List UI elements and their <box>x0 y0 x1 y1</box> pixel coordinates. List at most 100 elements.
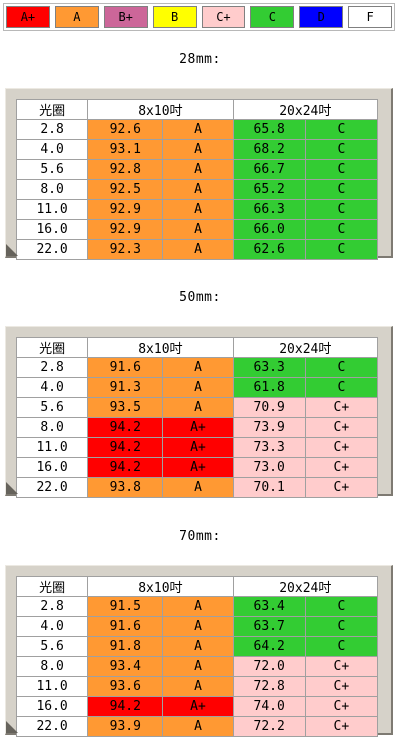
grade-large-cell: C+ <box>304 397 379 418</box>
header-print-small: 8x10吋 <box>87 99 234 120</box>
legend-c-plus: C+ <box>201 6 246 28</box>
aperture-cell: 5.6 <box>15 159 89 180</box>
score-small-cell: 93.8 <box>87 477 164 498</box>
score-large-cell: 73.9 <box>232 417 306 438</box>
grade-large-cell: C+ <box>304 656 379 677</box>
grade-large-cell: C <box>304 199 379 220</box>
section-title-50mm: 50mm: <box>179 290 221 305</box>
score-large-cell: 70.1 <box>232 477 306 498</box>
score-large-cell: 68.2 <box>232 139 306 160</box>
score-small-cell: 91.3 <box>87 377 164 398</box>
legend-b: B <box>152 6 197 28</box>
score-small-cell: 93.5 <box>87 397 164 418</box>
grade-small-cell: A <box>162 357 234 378</box>
score-large-cell: 66.3 <box>232 199 306 220</box>
score-large-cell: 65.8 <box>232 119 306 140</box>
table-row: 8.0 93.4 A 72.0 C+ <box>15 656 379 677</box>
score-large-cell: 63.3 <box>232 357 306 378</box>
aperture-cell: 2.8 <box>15 596 89 617</box>
table-row: 2.8 91.6 A 63.3 C <box>15 357 379 378</box>
results-panel-50mm: 光圈 8x10吋 20x24吋 2.8 91.6 A 63.3 C 4.0 91.3 A 61.8 C 5… <box>5 326 393 498</box>
aperture-cell: 22.0 <box>15 716 89 737</box>
legend-a-plus: A+ <box>6 6 50 28</box>
grade-large-cell: C+ <box>304 716 379 737</box>
aperture-cell: 8.0 <box>15 417 89 438</box>
table-row: 2.8 91.5 A 63.4 C <box>15 596 379 617</box>
score-large-cell: 63.7 <box>232 616 306 637</box>
score-small-cell: 94.2 <box>87 417 164 438</box>
grade-small-cell: A <box>162 616 234 637</box>
grade-table-70mm: 光圈 8x10吋 20x24吋 2.8 91.5 A 63.4 C 4.0 91.6 A 63.7 C 5… <box>15 576 379 737</box>
grade-small-cell: A <box>162 139 234 160</box>
header-print-large: 20x24吋 <box>232 576 379 597</box>
grade-small-cell: A <box>162 219 234 240</box>
aperture-cell: 4.0 <box>15 139 89 160</box>
score-small-cell: 91.8 <box>87 636 164 657</box>
score-small-cell: 94.2 <box>87 457 164 478</box>
header-aperture: 光圈 <box>15 99 89 120</box>
grade-large-cell: C <box>304 139 379 160</box>
aperture-cell: 16.0 <box>15 696 89 717</box>
score-small-cell: 94.2 <box>87 696 164 717</box>
grade-small-cell: A <box>162 119 234 140</box>
grade-large-cell: C+ <box>304 676 379 697</box>
table-header-row: 光圈 8x10吋 20x24吋 <box>15 99 379 120</box>
score-small-cell: 93.6 <box>87 676 164 697</box>
header-print-small: 8x10吋 <box>87 576 234 597</box>
aperture-cell: 16.0 <box>15 219 89 240</box>
grade-large-cell: C+ <box>304 696 379 717</box>
aperture-cell: 5.6 <box>15 397 89 418</box>
aperture-cell: 16.0 <box>15 457 89 478</box>
header-aperture: 光圈 <box>15 337 89 358</box>
grade-table-50mm: 光圈 8x10吋 20x24吋 2.8 91.6 A 63.3 C 4.0 91.3 A 61.8 C 5… <box>15 337 379 498</box>
score-small-cell: 92.9 <box>87 219 164 240</box>
score-large-cell: 73.3 <box>232 437 306 458</box>
header-print-large: 20x24吋 <box>232 337 379 358</box>
table-row: 11.0 93.6 A 72.8 C+ <box>15 676 379 697</box>
legend-a: A <box>54 6 99 28</box>
aperture-cell: 2.8 <box>15 119 89 140</box>
grade-small-cell: A+ <box>162 457 234 478</box>
grade-small-cell: A+ <box>162 696 234 717</box>
table-row: 22.0 93.8 A 70.1 C+ <box>15 477 379 498</box>
table-row: 4.0 91.3 A 61.8 C <box>15 377 379 398</box>
score-small-cell: 92.9 <box>87 199 164 220</box>
aperture-cell: 11.0 <box>15 199 89 220</box>
grade-large-cell: C <box>304 119 379 140</box>
score-large-cell: 62.6 <box>232 239 306 260</box>
grade-large-cell: C <box>304 636 379 657</box>
grade-large-cell: C+ <box>304 457 379 478</box>
aperture-cell: 4.0 <box>15 616 89 637</box>
score-small-cell: 92.6 <box>87 119 164 140</box>
score-large-cell: 72.2 <box>232 716 306 737</box>
score-small-cell: 91.6 <box>87 616 164 637</box>
aperture-cell: 4.0 <box>15 377 89 398</box>
grade-large-cell: C <box>304 377 379 398</box>
grade-small-cell: A+ <box>162 417 234 438</box>
grade-large-cell: C <box>304 219 379 240</box>
score-large-cell: 74.0 <box>232 696 306 717</box>
grade-large-cell: C <box>304 616 379 637</box>
score-large-cell: 72.0 <box>232 656 306 677</box>
aperture-cell: 22.0 <box>15 477 89 498</box>
table-header-row: 光圈 8x10吋 20x24吋 <box>15 337 379 358</box>
grade-large-cell: C <box>304 159 379 180</box>
table-row: 22.0 93.9 A 72.2 C+ <box>15 716 379 737</box>
grade-large-cell: C+ <box>304 437 379 458</box>
grade-small-cell: A <box>162 159 234 180</box>
aperture-cell: 22.0 <box>15 239 89 260</box>
section-title-28mm: 28mm: <box>179 52 221 67</box>
grade-small-cell: A <box>162 179 234 200</box>
score-large-cell: 70.9 <box>232 397 306 418</box>
score-large-cell: 66.0 <box>232 219 306 240</box>
table-row: 4.0 93.1 A 68.2 C <box>15 139 379 160</box>
table-row: 5.6 93.5 A 70.9 C+ <box>15 397 379 418</box>
grade-small-cell: A <box>162 199 234 220</box>
score-small-cell: 93.4 <box>87 656 164 677</box>
legend-c: C <box>250 6 295 28</box>
table-row: 2.8 92.6 A 65.8 C <box>15 119 379 140</box>
header-aperture: 光圈 <box>15 576 89 597</box>
grade-small-cell: A <box>162 377 234 398</box>
legend-b-plus: B+ <box>103 6 148 28</box>
table-row: 22.0 92.3 A 62.6 C <box>15 239 379 260</box>
